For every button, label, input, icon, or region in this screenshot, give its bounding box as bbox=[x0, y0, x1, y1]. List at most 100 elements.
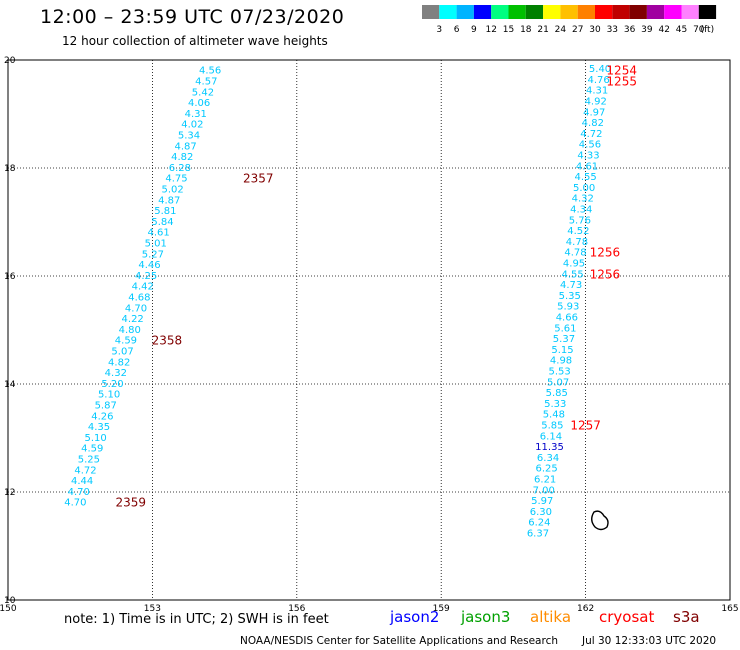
wave-height-value: 5.48 bbox=[543, 410, 565, 421]
colorbar-swatch bbox=[664, 5, 682, 19]
latitude-tick-label: 20 bbox=[4, 56, 16, 66]
colorbar-swatch bbox=[439, 5, 457, 19]
latitude-tick-label: 18 bbox=[4, 164, 16, 174]
wave-height-value: 4.33 bbox=[577, 151, 599, 162]
wave-height-value: 4.59 bbox=[81, 444, 103, 455]
wave-height-value: 5.37 bbox=[553, 334, 575, 345]
wave-height-value: 5.53 bbox=[548, 367, 570, 378]
page-subtitle: 12 hour collection of altimeter wave hei… bbox=[62, 34, 328, 48]
colorbar-unit: (ft) bbox=[701, 25, 715, 35]
wave-height-value: 4.59 bbox=[115, 336, 137, 347]
colorbar-label: 12 bbox=[485, 25, 496, 35]
wave-height-value: 5.81 bbox=[154, 206, 176, 217]
wave-height-value: 4.70 bbox=[68, 487, 90, 498]
wave-height-value: 4.87 bbox=[174, 141, 196, 152]
longitude-tick-label: 150 bbox=[0, 604, 17, 614]
colorbar-label: 9 bbox=[471, 25, 477, 35]
wave-height-value: 4.76 bbox=[587, 75, 609, 86]
colorbar-swatch bbox=[595, 5, 613, 19]
wave-height-value: 4.78 bbox=[566, 237, 588, 248]
pass-time-label: 2359 bbox=[115, 496, 146, 510]
wave-height-value: 4.56 bbox=[579, 140, 601, 151]
colorbar-swatch bbox=[577, 5, 595, 19]
wave-height-value: 4.70 bbox=[125, 303, 147, 314]
colorbar-label: 15 bbox=[503, 25, 514, 35]
colorbar-swatch bbox=[560, 5, 578, 19]
latitude-tick-label: 16 bbox=[4, 272, 16, 282]
wave-height-value: 4.98 bbox=[550, 356, 572, 367]
pass-time-label: 1254 bbox=[606, 64, 637, 78]
colorbar-swatch bbox=[525, 5, 544, 19]
colorbar-label: 36 bbox=[624, 25, 636, 35]
colorbar-label: 70 bbox=[693, 25, 705, 35]
wave-height-value: 4.02 bbox=[181, 120, 203, 131]
latitude-tick-label: 10 bbox=[4, 596, 16, 606]
satellite-legend-jason3: jason3 bbox=[461, 608, 511, 626]
longitude-tick-label: 159 bbox=[433, 604, 450, 614]
longitude-tick-label: 156 bbox=[288, 604, 305, 614]
wave-height-value: 7.00 bbox=[533, 485, 555, 496]
wave-height-value: 4.78 bbox=[564, 248, 586, 259]
colorbar-swatch bbox=[473, 5, 492, 19]
wave-height-value: 5.15 bbox=[551, 345, 573, 356]
credit-text: NOAA/NESDIS Center for Satellite Applica… bbox=[240, 635, 558, 647]
longitude-tick-label: 153 bbox=[144, 604, 161, 614]
wave-height-value: 4.32 bbox=[572, 194, 594, 205]
colorbar-swatch bbox=[646, 5, 665, 19]
wave-height-value: 6.30 bbox=[530, 507, 552, 518]
wave-height-value: 4.52 bbox=[567, 226, 589, 237]
colorbar-swatch bbox=[491, 5, 509, 19]
colorbar-label: 42 bbox=[658, 25, 669, 35]
wave-height-value: 5.84 bbox=[151, 217, 173, 228]
wave-height-value: 4.80 bbox=[119, 325, 141, 336]
wave-height-value: 4.87 bbox=[158, 195, 180, 206]
wave-height-value: 5.35 bbox=[559, 291, 581, 302]
pass-time-label: 1255 bbox=[606, 75, 637, 89]
latitude-tick-label: 14 bbox=[4, 380, 16, 390]
wave-height-value: 6.21 bbox=[534, 475, 556, 486]
colorbar-label: 30 bbox=[589, 25, 601, 35]
wave-height-value: 5.87 bbox=[95, 401, 117, 412]
timestamp-text: Jul 30 12:33:03 UTC 2020 bbox=[582, 635, 717, 647]
wave-height-value: 4.82 bbox=[108, 357, 130, 368]
wave-height-value: 4.35 bbox=[88, 422, 110, 433]
wave-height-value: 4.82 bbox=[171, 152, 193, 163]
wave-height-value: 5.76 bbox=[569, 215, 591, 226]
wave-height-value: 6.37 bbox=[527, 529, 549, 540]
colorbar-swatch bbox=[681, 5, 699, 19]
satellite-legend-s3a: s3a bbox=[673, 608, 700, 626]
wave-height-value: 4.44 bbox=[71, 476, 93, 487]
wave-height-colorbar: 3 6 9 12 15 18 21 24 27 30 33 36 39 42 45 70(ft) bbox=[422, 5, 717, 35]
colorbar-label: 45 bbox=[676, 25, 687, 35]
wave-height-value: 4.26 bbox=[91, 411, 113, 422]
wave-height-value: 5.42 bbox=[192, 87, 214, 98]
pass-time-label: 1256 bbox=[590, 267, 621, 281]
pass-time-label: 1257 bbox=[570, 419, 601, 433]
island-outline bbox=[591, 510, 609, 531]
colorbar-swatch bbox=[698, 5, 717, 19]
wave-height-value: 6.14 bbox=[540, 431, 562, 442]
wave-height-value: 4.34 bbox=[570, 205, 592, 216]
colorbar-label: 6 bbox=[454, 25, 460, 35]
page-title: 12:00 – 23:59 UTC 07/23/2020 bbox=[40, 6, 345, 28]
colorbar-label: 39 bbox=[641, 25, 653, 35]
wave-height-value: 4.70 bbox=[64, 498, 86, 509]
wave-height-value: 5.85 bbox=[546, 388, 568, 399]
wave-height-value: 4.72 bbox=[74, 465, 96, 476]
wave-height-value: 5.02 bbox=[161, 185, 183, 196]
colorbar-swatch bbox=[612, 5, 630, 19]
wave-height-value: 4.97 bbox=[583, 107, 605, 118]
colorbar-label: 21 bbox=[537, 25, 548, 35]
colorbar-label: 18 bbox=[520, 25, 532, 35]
wave-height-value: 4.42 bbox=[132, 282, 154, 293]
colorbar-swatch bbox=[629, 5, 647, 19]
wave-height-value: 5.93 bbox=[557, 302, 579, 313]
wave-height-value: 4.06 bbox=[188, 98, 210, 109]
wave-height-value: 5.07 bbox=[111, 347, 133, 358]
wave-height-value: 5.34 bbox=[178, 131, 200, 142]
wave-height-value: 4.32 bbox=[105, 368, 127, 379]
colorbar-label: 3 bbox=[436, 25, 442, 35]
colorbar-swatch bbox=[508, 5, 526, 19]
wave-height-value: 5.07 bbox=[547, 377, 569, 388]
